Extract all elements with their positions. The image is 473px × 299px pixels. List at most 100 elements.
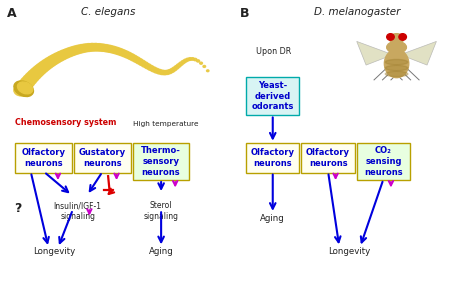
Ellipse shape (25, 72, 39, 82)
Ellipse shape (203, 65, 206, 67)
Ellipse shape (73, 45, 84, 54)
Ellipse shape (170, 68, 175, 72)
Ellipse shape (130, 55, 138, 61)
Ellipse shape (69, 46, 80, 55)
Text: Thermo-
sensory
neurons: Thermo- sensory neurons (141, 146, 181, 177)
FancyBboxPatch shape (246, 143, 299, 173)
Ellipse shape (200, 62, 202, 64)
Ellipse shape (181, 60, 185, 64)
FancyBboxPatch shape (132, 143, 189, 180)
Ellipse shape (101, 45, 111, 52)
Text: D. melanogaster: D. melanogaster (314, 7, 400, 17)
Ellipse shape (14, 85, 29, 96)
Ellipse shape (179, 62, 183, 65)
Ellipse shape (76, 45, 87, 53)
Ellipse shape (80, 44, 90, 52)
Ellipse shape (139, 60, 146, 65)
Ellipse shape (66, 47, 77, 56)
Ellipse shape (118, 49, 127, 56)
Ellipse shape (127, 54, 135, 60)
FancyBboxPatch shape (15, 143, 72, 173)
Text: CO₂
sensing
neurons: CO₂ sensing neurons (364, 146, 403, 177)
Ellipse shape (156, 69, 162, 74)
Ellipse shape (38, 61, 51, 71)
Ellipse shape (98, 44, 107, 51)
Ellipse shape (188, 58, 192, 60)
Ellipse shape (153, 68, 159, 73)
Ellipse shape (186, 58, 190, 61)
Ellipse shape (159, 70, 165, 74)
Ellipse shape (141, 62, 149, 67)
Ellipse shape (207, 70, 209, 72)
Ellipse shape (46, 56, 59, 65)
FancyBboxPatch shape (246, 77, 299, 115)
Polygon shape (357, 41, 393, 65)
Ellipse shape (115, 48, 123, 55)
FancyBboxPatch shape (301, 143, 355, 173)
Ellipse shape (167, 70, 173, 74)
Ellipse shape (23, 74, 37, 85)
Ellipse shape (387, 41, 406, 53)
Ellipse shape (174, 65, 179, 69)
Ellipse shape (44, 57, 56, 67)
Ellipse shape (385, 50, 409, 78)
Ellipse shape (176, 64, 181, 67)
Text: A: A (7, 7, 17, 20)
Text: Longevity: Longevity (33, 247, 75, 256)
Text: Upon DR: Upon DR (256, 47, 291, 56)
Ellipse shape (148, 65, 154, 70)
Text: Aging: Aging (260, 214, 285, 223)
Ellipse shape (33, 65, 46, 75)
Text: Yeast-
derived
odorants: Yeast- derived odorants (252, 81, 294, 111)
Ellipse shape (56, 51, 68, 60)
Ellipse shape (144, 64, 151, 69)
Ellipse shape (20, 77, 35, 88)
Ellipse shape (18, 79, 33, 90)
Ellipse shape (105, 45, 114, 52)
Ellipse shape (94, 44, 104, 51)
Ellipse shape (150, 67, 157, 72)
Ellipse shape (387, 34, 394, 40)
Ellipse shape (385, 71, 408, 77)
Ellipse shape (385, 65, 408, 71)
Ellipse shape (136, 58, 143, 64)
Ellipse shape (87, 43, 97, 51)
Text: Aging: Aging (149, 247, 174, 256)
Ellipse shape (18, 82, 33, 94)
Ellipse shape (112, 47, 121, 54)
Ellipse shape (121, 51, 130, 57)
Ellipse shape (16, 82, 31, 93)
Ellipse shape (197, 60, 200, 62)
Ellipse shape (14, 81, 34, 97)
Ellipse shape (27, 69, 42, 80)
Text: Longevity: Longevity (329, 247, 371, 256)
Text: Insulin/IGF-1
signaling: Insulin/IGF-1 signaling (53, 201, 102, 222)
Text: Chemosensory system: Chemosensory system (15, 118, 116, 127)
Ellipse shape (399, 34, 406, 40)
Ellipse shape (162, 71, 167, 75)
Ellipse shape (385, 60, 408, 65)
Ellipse shape (30, 67, 44, 77)
Ellipse shape (193, 58, 197, 61)
Text: Olfactory
neurons: Olfactory neurons (251, 148, 295, 167)
Ellipse shape (124, 52, 132, 58)
Ellipse shape (35, 63, 49, 73)
Ellipse shape (50, 54, 62, 63)
Ellipse shape (191, 58, 194, 60)
Text: Gustatory
neurons: Gustatory neurons (79, 148, 126, 167)
Text: Olfactory
neurons: Olfactory neurons (22, 148, 66, 167)
Ellipse shape (132, 57, 140, 62)
Text: Olfactory
neurons: Olfactory neurons (306, 148, 350, 167)
Ellipse shape (41, 59, 53, 69)
Ellipse shape (91, 43, 101, 51)
Ellipse shape (83, 44, 94, 51)
FancyBboxPatch shape (357, 143, 410, 180)
Ellipse shape (62, 48, 74, 57)
Ellipse shape (108, 46, 117, 53)
Ellipse shape (165, 70, 170, 74)
FancyBboxPatch shape (74, 143, 131, 173)
Ellipse shape (172, 67, 177, 71)
Text: ?: ? (14, 202, 21, 215)
Polygon shape (400, 41, 437, 65)
Ellipse shape (53, 53, 65, 62)
